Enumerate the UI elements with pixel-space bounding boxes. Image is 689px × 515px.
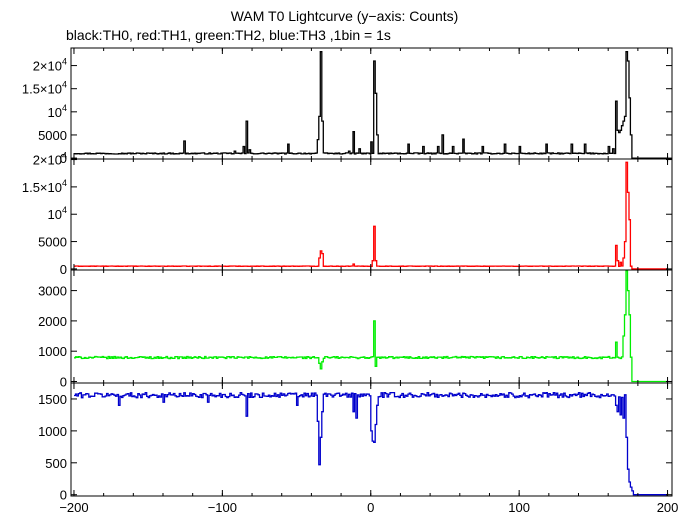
series-line-th2: [74, 270, 668, 383]
x-tick-label: 0: [367, 500, 374, 515]
y-tick-label: 104: [48, 205, 67, 222]
y-tick-label: 2000: [38, 314, 67, 329]
y-tick-label: 0: [60, 262, 67, 277]
series-line-th3: [74, 391, 668, 496]
x-tick-label: −100: [208, 500, 237, 515]
y-tick-label: 1500: [38, 392, 67, 407]
x-tick-label: 200: [657, 500, 679, 515]
panel-frame-th1: [70, 158, 673, 271]
chart-subtitle: black:TH0, red:TH1, green:TH2, blue:TH3 …: [66, 27, 391, 43]
series-line-th0: [74, 51, 668, 159]
y-tick-label: 1000: [38, 344, 67, 359]
y-tick-label: 0: [60, 488, 67, 503]
y-tick-label: 1000: [38, 424, 67, 439]
y-tick-label: 0: [60, 151, 67, 166]
y-tick-label: 5000: [38, 235, 67, 250]
y-tick-label: 2×104: [33, 151, 67, 168]
y-tick-label: 2×104: [33, 57, 67, 74]
panel-frame-th2: [70, 269, 673, 384]
series-line-th1: [74, 161, 668, 270]
y-tick-label: 104: [48, 103, 67, 120]
y-tick-label: 3000: [38, 284, 67, 299]
y-tick-label: 500: [45, 456, 67, 471]
y-tick-label: 5000: [38, 128, 67, 143]
y-tick-label: 1.5×104: [22, 178, 67, 195]
y-tick-label: 1.5×104: [22, 80, 67, 97]
chart-title: WAM T0 Lightcurve (y−axis: Counts): [230, 8, 459, 24]
x-tick-label: −200: [59, 500, 88, 515]
panel-frame-th3: [70, 382, 673, 497]
y-tick-label: 0: [60, 374, 67, 389]
x-tick-label: 100: [508, 500, 530, 515]
